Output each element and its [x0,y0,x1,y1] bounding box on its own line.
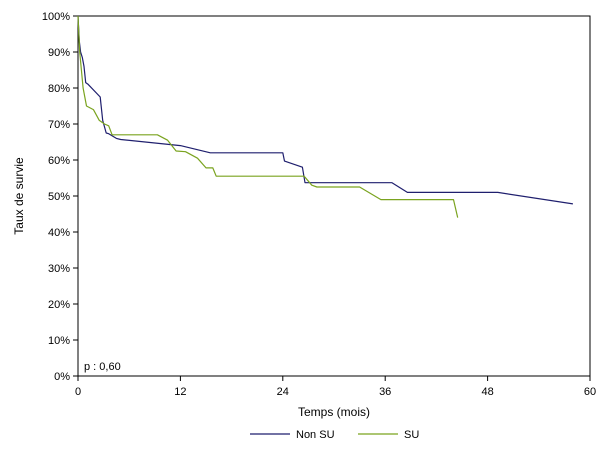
y-tick-label: 100% [42,11,70,23]
y-tick-label: 20% [48,299,70,311]
y-tick-label: 10% [48,335,70,347]
series-line-su [77,15,459,218]
x-axis-title: Temps (mois) [298,405,370,419]
x-tick-label: 12 [174,386,186,398]
x-tick-label: 36 [379,386,391,398]
y-tick-label: 90% [48,47,70,59]
y-axis-title: Taux de survie [12,157,26,235]
series-layer [77,15,573,218]
y-tick-label: 80% [48,83,70,95]
x-tick-label: 0 [75,386,81,398]
y-tick-label: 70% [48,119,70,131]
y-tick-label: 60% [48,155,70,167]
legend-label-non-su: Non SU [296,429,335,441]
x-axis: 0 12 24 36 48 60 [75,376,596,398]
plot-area-frame [77,15,591,377]
x-tick-label: 60 [584,386,596,398]
p-value-annotation: p : 0,60 [84,361,121,373]
legend: Non SU SU [250,429,419,441]
x-tick-label: 48 [481,386,493,398]
y-tick-label: 30% [48,263,70,275]
y-axis: 0% 10% 20% 30% 40% 50% 60% 70% 80% 90% 100% [42,11,78,383]
y-tick-label: 50% [48,191,70,203]
legend-label-su: SU [404,429,419,441]
y-tick-label: 0% [54,371,70,383]
y-tick-label: 40% [48,227,70,239]
x-tick-label: 24 [277,386,289,398]
series-line-non-su [77,15,573,205]
